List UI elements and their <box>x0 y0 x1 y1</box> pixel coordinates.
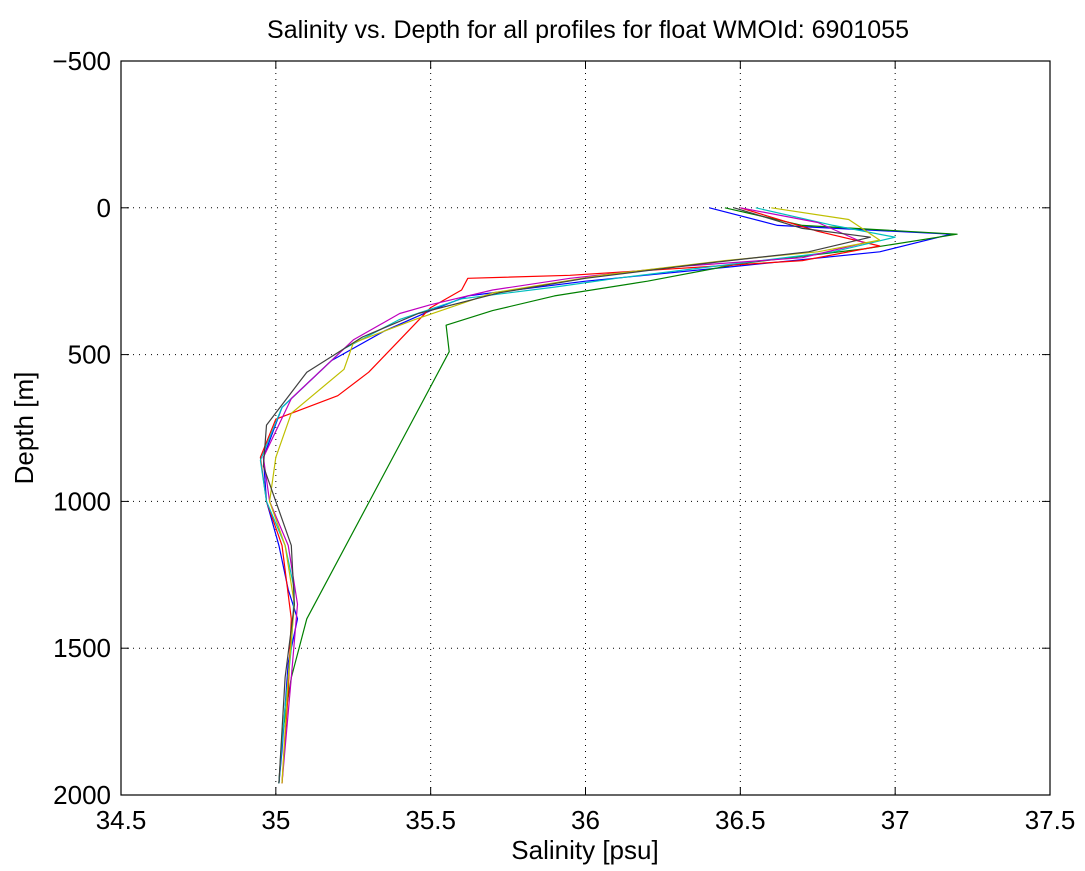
y-tick-label: 1500 <box>53 633 111 663</box>
profile-line <box>259 207 896 784</box>
y-tick-label: −500 <box>52 46 111 76</box>
profile-line <box>262 207 872 784</box>
x-tick-label: 37 <box>881 805 910 835</box>
y-tick-labels: −500 0 500 1000 1500 2000 <box>52 46 111 810</box>
x-tick-label: 37.5 <box>1025 805 1076 835</box>
y-axis-label: Depth [m] <box>9 372 39 485</box>
y-tick-label: 1000 <box>53 486 111 516</box>
x-axis-label: Salinity [psu] <box>511 835 658 865</box>
chart-title: Salinity vs. Depth for all profiles for … <box>267 16 909 44</box>
y-tick-label: 2000 <box>53 780 111 810</box>
x-tick-label: 35 <box>261 805 290 835</box>
x-tick-label: 34.5 <box>96 805 147 835</box>
x-tick-labels: 34.5 35 35.5 36 36.5 37 37.5 <box>96 805 1076 835</box>
profile-line <box>269 207 881 784</box>
y-tick-label: 500 <box>68 340 111 370</box>
y-tick-label: 0 <box>97 193 111 223</box>
profile-line <box>262 207 865 784</box>
profile-lines <box>259 207 958 784</box>
x-tick-label: 36.5 <box>715 805 766 835</box>
x-tick-label: 36 <box>571 805 600 835</box>
tick-marks <box>120 60 1051 796</box>
profile-line <box>262 207 952 784</box>
profile-line <box>259 207 881 784</box>
x-tick-label: 35.5 <box>405 805 456 835</box>
profile-line <box>278 207 958 784</box>
gridlines <box>121 61 1050 795</box>
